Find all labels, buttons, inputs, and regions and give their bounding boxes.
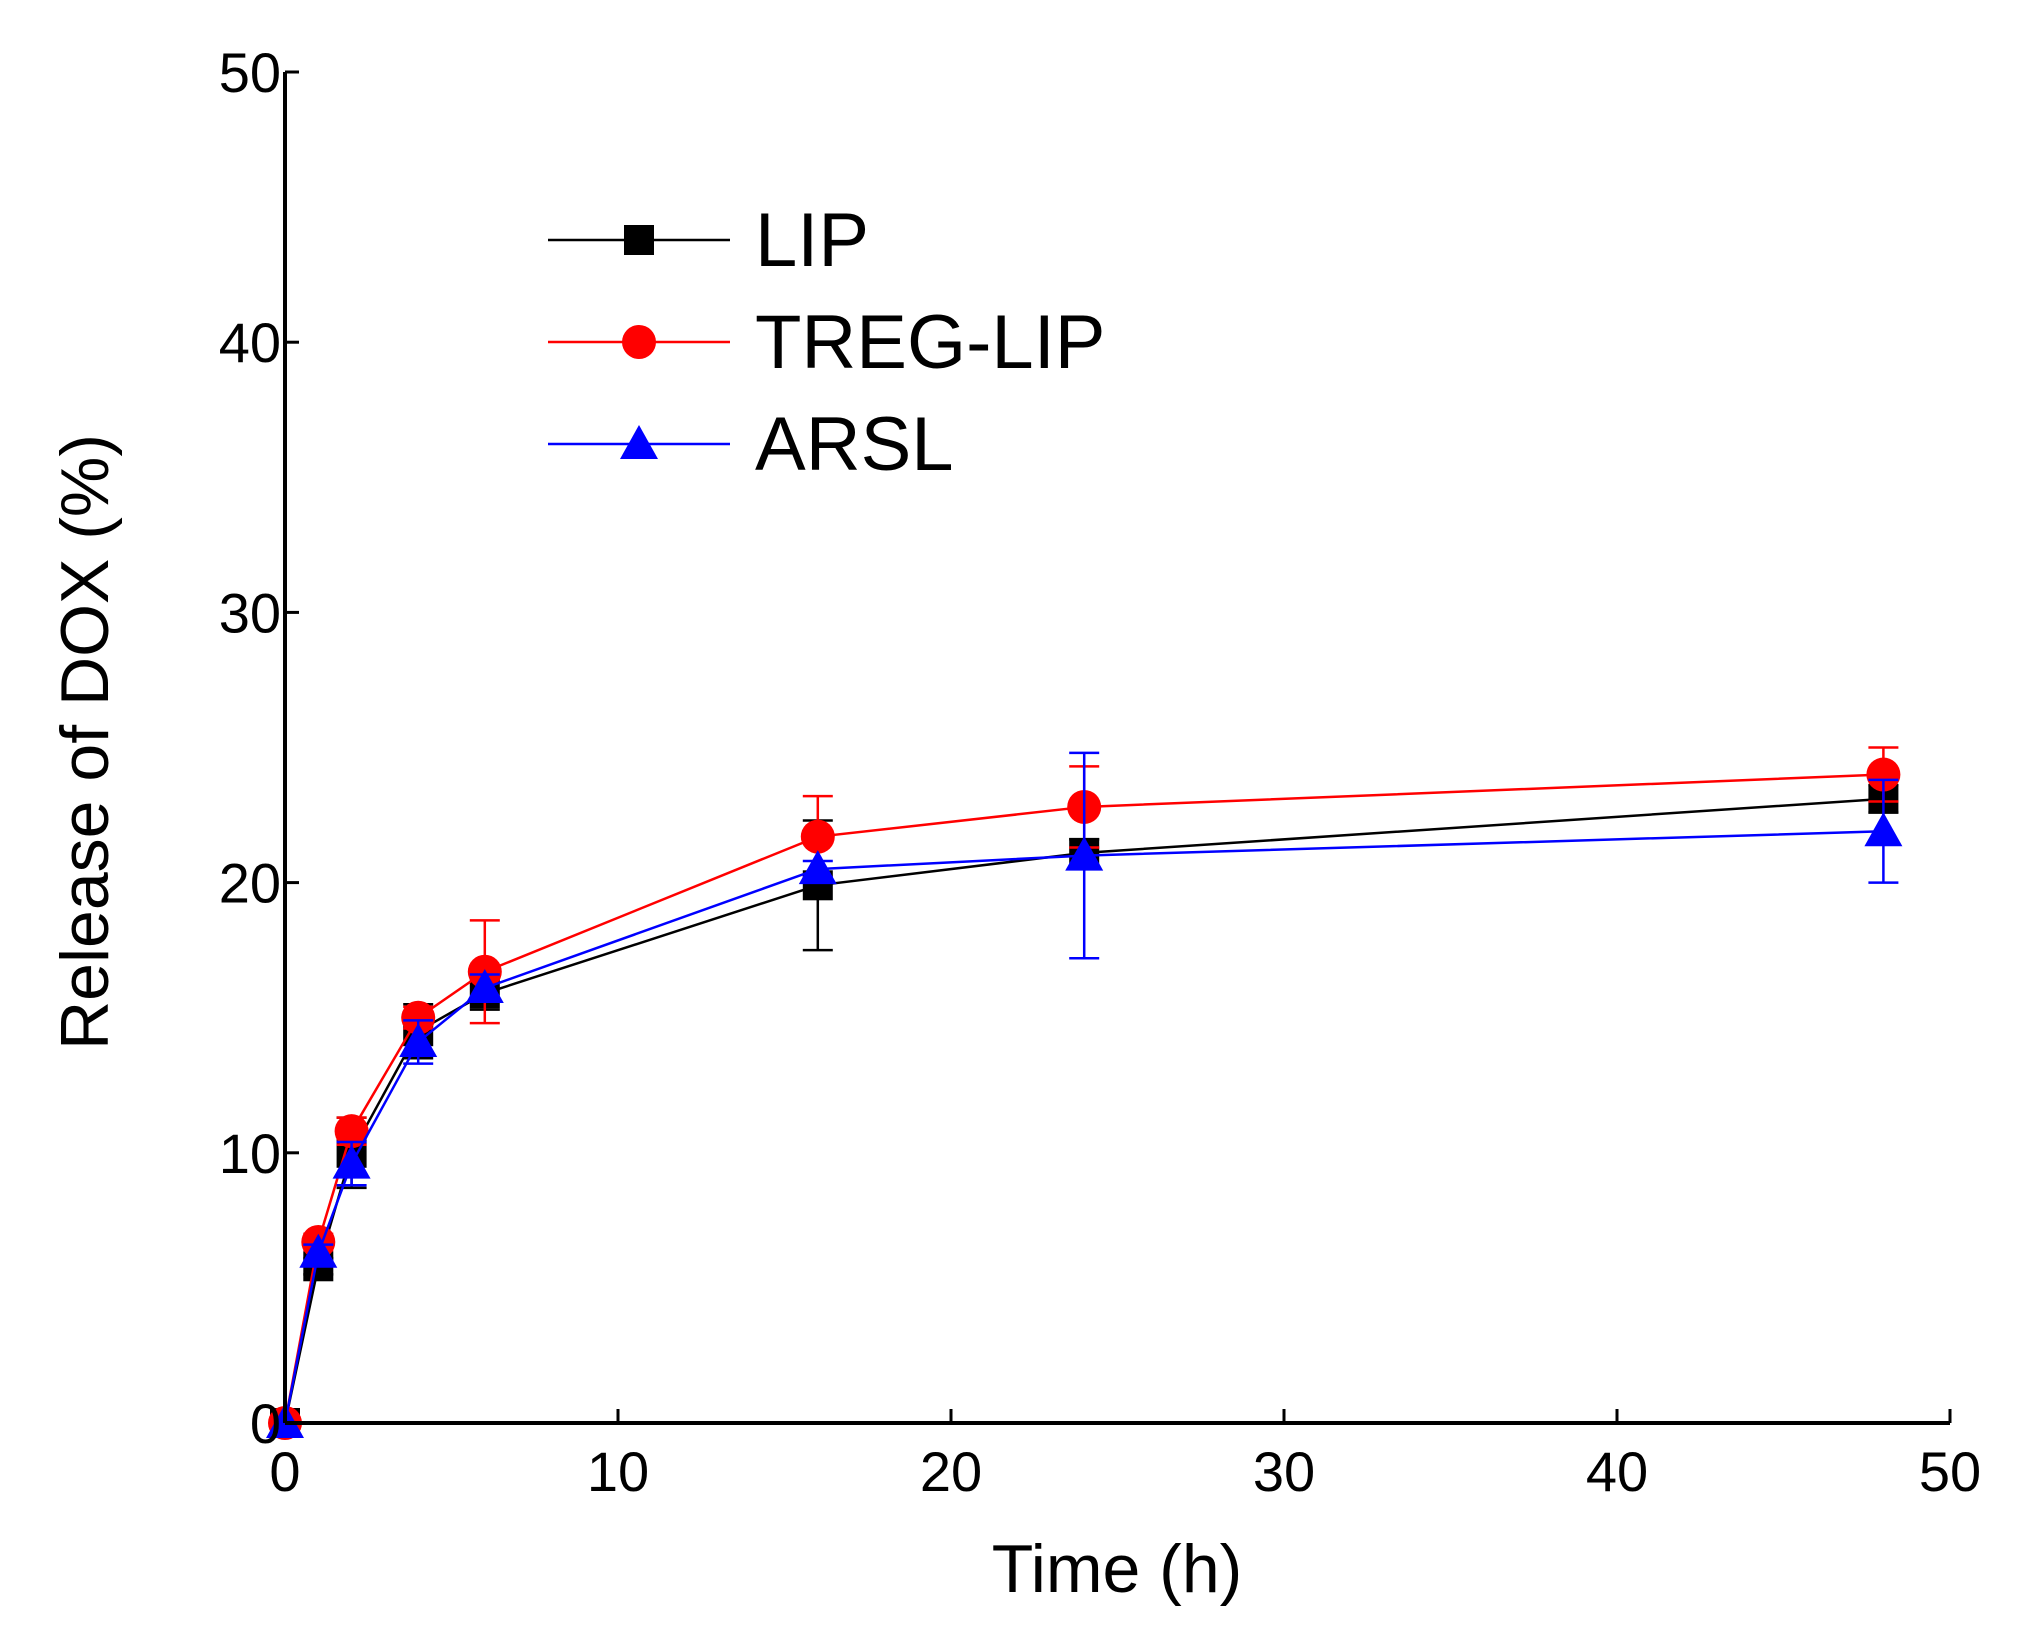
x-tick-label: 20: [920, 1440, 982, 1503]
plot-area: [266, 746, 1903, 1440]
y-tick-label: 40: [219, 311, 281, 374]
data-point: [299, 1233, 338, 1268]
legend-marker: [624, 225, 654, 255]
x-tick-label: 40: [1586, 1440, 1648, 1503]
data-point: [798, 850, 837, 885]
y-tick-label: 0: [250, 1392, 281, 1455]
data-point: [1864, 812, 1903, 847]
axes: [283, 72, 1950, 1425]
y-tick-label: 30: [219, 581, 281, 644]
legend-label: LIP: [755, 198, 869, 283]
x-tick-label: 10: [587, 1440, 649, 1503]
data-point: [334, 1114, 369, 1149]
x-tick-label: 0: [269, 1440, 300, 1503]
data-point: [332, 1144, 371, 1179]
data-point: [399, 1023, 438, 1058]
series-arsl: [266, 751, 1903, 1438]
legend-item-lip: LIP: [548, 198, 869, 283]
y-axis-label: Release of DOX (%): [47, 434, 123, 1050]
legend-label: ARSL: [755, 402, 954, 487]
data-point: [465, 968, 504, 1003]
legend-marker: [622, 325, 656, 359]
legend-marker: [620, 425, 658, 459]
data-point: [800, 819, 835, 854]
data-point: [1866, 757, 1901, 792]
series-line: [283, 773, 1884, 1424]
y-tick-label: 50: [219, 41, 281, 104]
legend-item-arsl: ARSL: [548, 402, 954, 487]
tick-labels: 0 10 20 30 40 50 0 10 20 30 40 50: [219, 41, 1981, 1503]
data-point: [1065, 836, 1104, 871]
y-tick-label: 20: [219, 852, 281, 915]
x-tick-label: 30: [1253, 1440, 1315, 1503]
legend-item-treg-lip: TREG-LIP: [548, 300, 1106, 385]
y-tick-label: 10: [219, 1122, 281, 1185]
x-axis-label: Time (h): [992, 1531, 1243, 1607]
series-line: [283, 830, 1884, 1424]
data-point: [401, 1000, 436, 1035]
x-tick-label: 50: [1919, 1440, 1981, 1503]
legend: LIP TREG-LIP ARSL: [548, 198, 1106, 487]
legend-label: TREG-LIP: [755, 300, 1106, 385]
